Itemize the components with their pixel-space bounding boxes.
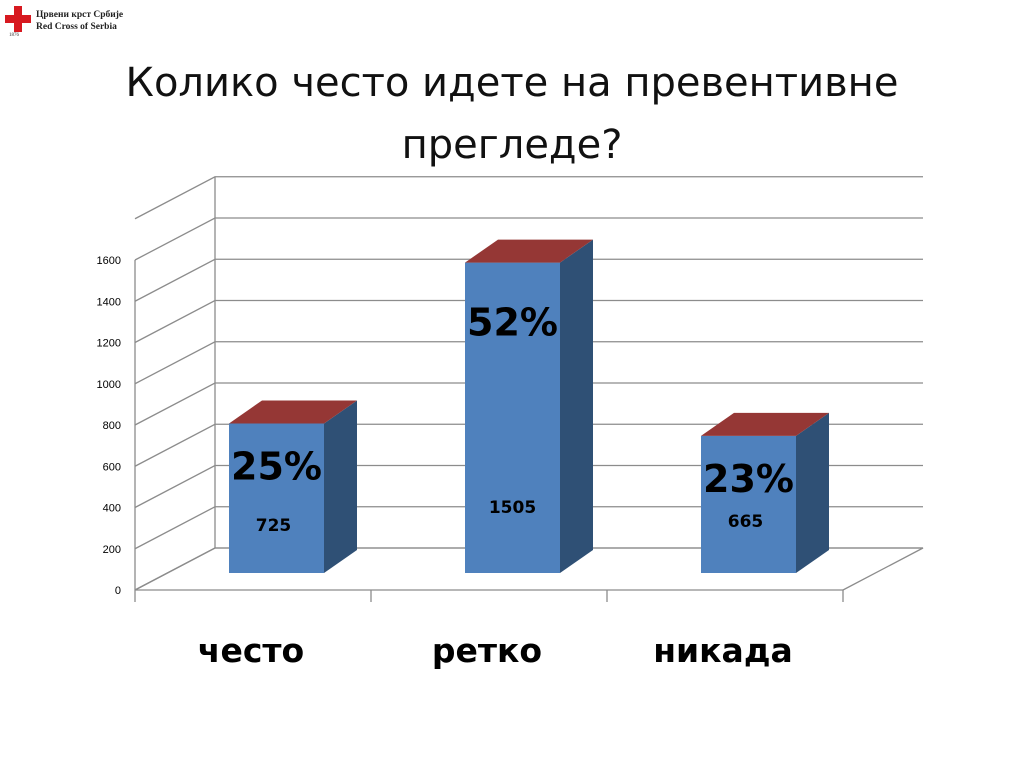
bar-1: [465, 239, 593, 573]
bar-front: [701, 435, 796, 573]
bar-top: [229, 400, 357, 424]
y-tick-label: 200: [103, 544, 121, 556]
bar-top: [465, 239, 593, 263]
gridline: [134, 464, 923, 509]
logo-text-english: Red Cross of Serbia: [36, 22, 117, 32]
slide-title: Колико често идете на превентивне прегле…: [125, 60, 899, 168]
percent-label: 25%: [231, 444, 322, 488]
gridline: [134, 299, 923, 344]
logo-text-serbian: Црвени крст Србије: [36, 10, 124, 20]
bar-side: [324, 400, 357, 573]
y-tick-label: 800: [103, 420, 121, 432]
y-tick-label: 1600: [97, 255, 121, 267]
chart-labels: 25% 725 52% 1505 23% 665: [231, 301, 794, 536]
percent-label: 52%: [467, 301, 558, 345]
gridline: [134, 547, 923, 591]
y-axis: 0 200 400 600 800 1000 1200 1400 1600: [97, 255, 136, 597]
y-tick-label: 1400: [97, 296, 121, 308]
red-cross-logo: 1876 Црвени крст Србије Red Cross of Ser…: [3, 4, 143, 40]
category-label: ретко: [432, 631, 542, 670]
bar-2: [701, 412, 829, 573]
category-label: често: [198, 631, 304, 670]
gridline: [134, 217, 923, 261]
bar-0: [229, 400, 357, 573]
y-tick-label: 1000: [97, 379, 121, 391]
gridline: [134, 423, 923, 467]
bar-side: [560, 239, 593, 573]
value-label: 725: [256, 516, 292, 536]
gridline: [134, 176, 923, 220]
chart-bars: [229, 239, 829, 573]
category-label: никада: [653, 631, 793, 670]
gridline: [134, 506, 923, 550]
logo-year: 1876: [9, 33, 19, 38]
value-label: 665: [728, 512, 764, 532]
chart-gridlines: [134, 176, 923, 591]
percent-label: 23%: [703, 457, 794, 501]
gridline: [134, 382, 923, 426]
bar-side: [796, 412, 829, 573]
bar-top: [701, 412, 829, 436]
bar-front: [465, 262, 560, 573]
red-cross-icon: [5, 6, 31, 32]
y-tick-label: 1200: [97, 338, 121, 350]
value-label: 1505: [489, 498, 536, 518]
y-tick-label: 400: [103, 503, 121, 515]
gridline: [134, 258, 923, 302]
y-tick-label: 600: [103, 461, 121, 473]
gridline: [134, 341, 923, 385]
bar-front: [229, 423, 324, 573]
x-axis: често ретко никада: [134, 589, 844, 670]
y-tick-label: 0: [115, 585, 121, 597]
